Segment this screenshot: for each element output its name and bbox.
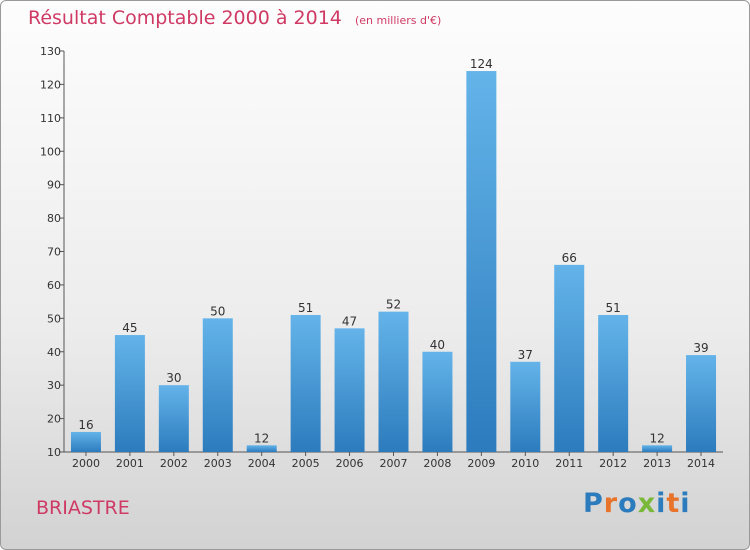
data-label: 16 <box>78 418 93 432</box>
y-tick-label: 60 <box>47 279 61 292</box>
y-tick-label: 50 <box>47 312 61 325</box>
bar-2012 <box>598 314 629 452</box>
y-tick-label: 80 <box>47 212 61 225</box>
x-tick-label: 2004 <box>248 457 276 470</box>
proxiti-logo[interactable]: Proxiti <box>583 488 691 519</box>
data-label: 39 <box>693 341 708 355</box>
data-label: 51 <box>298 301 313 315</box>
bar-2004 <box>246 445 277 452</box>
y-tick-label: 130 <box>40 45 61 58</box>
x-tick-label: 2002 <box>160 457 188 470</box>
data-labels: 16 45 30 50 12 51 47 52 40 124 37 66 51 12 39 <box>78 57 708 445</box>
logo-letter: x <box>637 488 657 519</box>
commune-name: BRIASTRE <box>36 497 130 519</box>
x-tick-label: 2001 <box>116 457 144 470</box>
bar-2008 <box>422 351 453 452</box>
bar-2014 <box>686 355 717 452</box>
x-tick-label: 2011 <box>555 457 583 470</box>
logo-letter: r <box>603 488 619 519</box>
title-block: Résultat Comptable 2000 à 2014 (en milli… <box>28 7 441 29</box>
data-label: 52 <box>386 298 401 312</box>
y-tick-label: 20 <box>47 413 61 426</box>
y-tick-label: 30 <box>47 379 61 392</box>
y-tick-label: 120 <box>40 78 61 91</box>
data-label: 40 <box>430 338 445 352</box>
data-label: 50 <box>210 304 225 318</box>
x-tick-label: 2005 <box>292 457 320 470</box>
data-label: 12 <box>649 431 664 445</box>
bar-2002 <box>158 385 189 452</box>
x-tick-label: 2009 <box>467 457 495 470</box>
data-label: 124 <box>470 57 493 71</box>
data-label: 66 <box>562 251 577 265</box>
logo-letter: P <box>583 488 604 519</box>
logo-letter: o <box>618 488 638 519</box>
data-label: 47 <box>342 314 357 328</box>
bar-2011 <box>554 264 585 452</box>
data-label: 37 <box>518 348 533 362</box>
logo-letter: i <box>680 488 691 519</box>
bar-2001 <box>114 335 145 452</box>
y-tick-label: 90 <box>47 179 61 192</box>
bar-2000 <box>70 431 101 452</box>
bar-2006 <box>334 328 365 452</box>
chart-subtitle: (en milliers d'€) <box>354 14 442 27</box>
x-tick-label: 2006 <box>336 457 364 470</box>
bar-2010 <box>510 361 541 452</box>
bar-2007 <box>378 311 409 452</box>
bar-2009 <box>466 71 497 453</box>
chart-title: Résultat Comptable 2000 à 2014 <box>28 7 342 29</box>
y-tick-label: 70 <box>47 246 61 259</box>
y-tick-label: 10 <box>47 446 61 459</box>
x-tick-label: 2000 <box>72 457 100 470</box>
y-tick-label: 110 <box>40 112 61 125</box>
x-axis: 2000 2001 2002 2003 2004 2005 2006 2007 2008 2009… <box>64 451 723 470</box>
x-tick-label: 2007 <box>380 457 408 470</box>
logo-letter: i <box>656 488 667 519</box>
logo-letter: t <box>666 488 681 519</box>
bars <box>70 71 717 453</box>
bar-2005 <box>290 314 321 452</box>
x-tick-label: 2014 <box>687 457 715 470</box>
data-label: 51 <box>606 301 621 315</box>
data-label: 12 <box>254 431 269 445</box>
y-tick-label: 40 <box>47 346 61 359</box>
y-tick-label: 100 <box>40 145 61 158</box>
x-tick-label: 2003 <box>204 457 232 470</box>
x-tick-label: 2010 <box>511 457 539 470</box>
bar-2013 <box>642 445 673 452</box>
data-label: 30 <box>166 371 181 385</box>
bar-2003 <box>202 318 233 452</box>
x-tick-label: 2012 <box>599 457 627 470</box>
y-axis: 10 20 30 40 50 60 70 80 90 100 110 120 130 <box>40 45 65 459</box>
data-label: 45 <box>122 321 137 335</box>
x-tick-label: 2013 <box>643 457 671 470</box>
x-tick-label: 2008 <box>423 457 451 470</box>
